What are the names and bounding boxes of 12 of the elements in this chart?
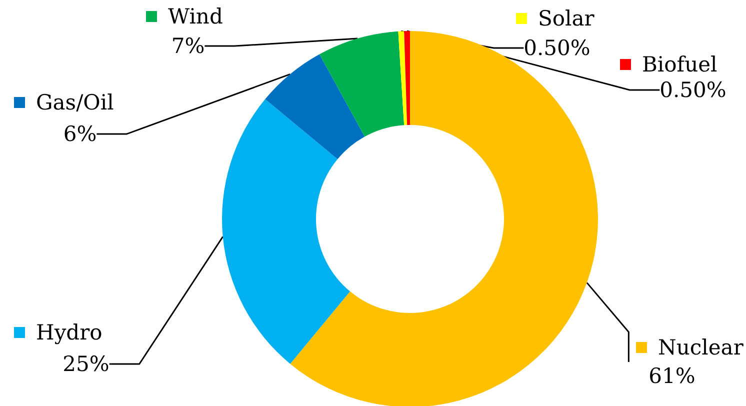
legend-label: Biofuel (642, 52, 718, 76)
data-label: 0.50% (524, 36, 590, 60)
legend-label: Solar (538, 6, 596, 30)
data-label: 7% (171, 34, 205, 58)
data-label: 25% (62, 352, 110, 376)
legend-label: Hydro (36, 320, 102, 344)
legend-label: Wind (168, 4, 223, 28)
data-label: 0.50% (660, 78, 726, 102)
data-label: 61% (648, 364, 696, 388)
legend-label: Nuclear (658, 336, 744, 360)
data-label: 6% (63, 122, 97, 146)
legend-label: Gas/Oil (36, 90, 114, 114)
